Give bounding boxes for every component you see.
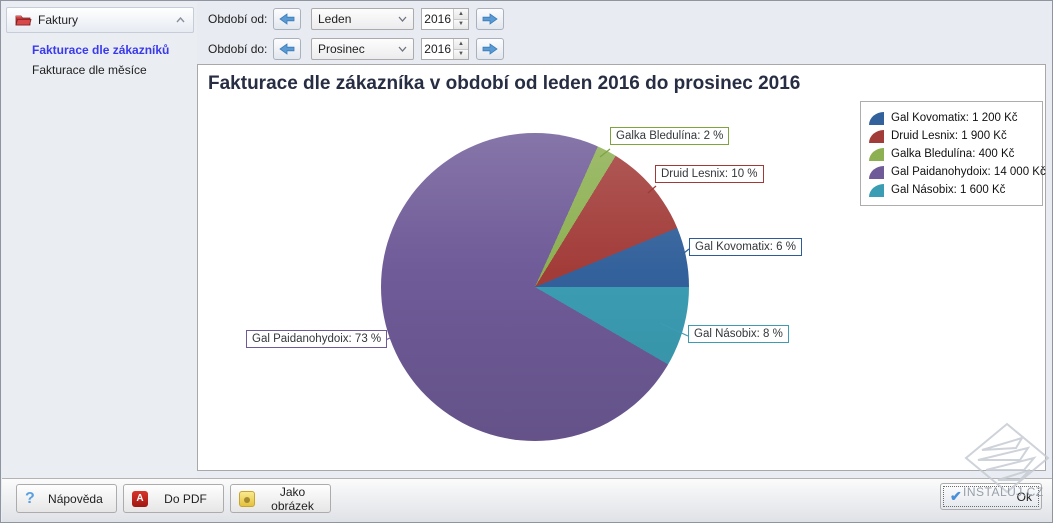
legend-swatch-galka-bledulina <box>869 147 884 161</box>
sidebar-item-fakturace-dle-mesice[interactable]: Fakturace dle měsíce <box>32 63 147 77</box>
callout-gal-kovomatix: Gal Kovomatix: 6 % <box>689 238 802 256</box>
spin-up-icon[interactable]: ▲ <box>454 39 468 50</box>
legend-item: Druid Lesnix: 1 900 Kč <box>869 127 1036 145</box>
month-from-select[interactable]: Leden <box>311 8 414 30</box>
sidebar-items: Fakturace dle zákazníků Fakturace dle mě… <box>2 40 197 80</box>
legend-item: Gal Paidanohydoix: 14 000 Kč <box>869 163 1046 181</box>
month-to-select[interactable]: Prosinec <box>311 38 414 60</box>
chevron-down-icon <box>398 46 407 52</box>
legend-item: Gal Kovomatix: 1 200 Kč <box>869 109 1036 127</box>
sidebar-group-faktury[interactable]: Faktury <box>6 7 194 33</box>
legend-swatch-druid-lesnix <box>869 129 884 143</box>
legend-item: Galka Bledulína: 400 Kč <box>869 145 1036 163</box>
legend-label: Gal Násobix: 1 600 Kč <box>891 184 1006 196</box>
callout-druid-lesnix: Druid Lesnix: 10 % <box>655 165 764 183</box>
legend-swatch-gal-nasobix <box>869 183 884 197</box>
arrow-left-icon <box>279 13 295 25</box>
period-from-label: Období od: <box>208 12 268 26</box>
legend-item: Gal Násobix: 1 600 Kč <box>869 181 1036 199</box>
arrow-right-icon <box>482 13 498 25</box>
ok-button[interactable]: ✔ Ok <box>940 483 1042 510</box>
spin-up-icon[interactable]: ▲ <box>454 9 468 20</box>
image-icon <box>239 490 255 507</box>
period-from-prev-button[interactable] <box>273 8 301 30</box>
callout-gal-nasobix: Gal Násobix: 8 % <box>688 325 789 343</box>
sidebar-item-fakturace-dle-zakazniku[interactable]: Fakturace dle zákazníků <box>32 43 170 57</box>
arrow-right-icon <box>482 43 498 55</box>
checkmark-icon: ✔ <box>950 488 962 504</box>
year-to-spin-buttons: ▲ ▼ <box>453 39 468 59</box>
legend-label: Gal Paidanohydoix: 14 000 Kč <box>891 166 1046 178</box>
callout-gal-paidanohydoix: Gal Paidanohydoix: 73 % <box>246 330 388 348</box>
year-to-value: 2016 <box>424 42 451 56</box>
help-button[interactable]: ? Nápověda <box>16 484 117 513</box>
callout-galka-bledulina: Galka Bledulína: 2 % <box>610 127 730 145</box>
chart-title: Fakturace dle zákazníka v období od lede… <box>208 73 801 94</box>
month-to-value: Prosinec <box>318 42 365 56</box>
legend-label: Gal Kovomatix: 1 200 Kč <box>891 112 1018 124</box>
pie-chart[interactable] <box>381 133 689 441</box>
period-toolbar: Období od: Leden 2016 ▲ ▼ <box>197 2 1052 64</box>
year-to-spinner[interactable]: 2016 ▲ ▼ <box>421 38 469 60</box>
folder-icon <box>15 15 32 26</box>
spin-down-icon[interactable]: ▼ <box>454 19 468 29</box>
question-mark-icon: ? <box>25 489 35 507</box>
spin-down-icon[interactable]: ▼ <box>454 49 468 59</box>
sidebar-group-label: Faktury <box>38 13 79 27</box>
year-from-spin-buttons: ▲ ▼ <box>453 9 468 29</box>
legend-label: Druid Lesnix: 1 900 Kč <box>891 130 1007 142</box>
period-to-next-button[interactable] <box>476 38 504 60</box>
legend-label: Galka Bledulína: 400 Kč <box>891 148 1015 160</box>
legend-swatch-gal-paidanohydoix <box>869 165 884 179</box>
chart-legend: Gal Kovomatix: 1 200 Kč Druid Lesnix: 1 … <box>860 101 1046 206</box>
period-from-next-button[interactable] <box>476 8 504 30</box>
pdf-icon: A <box>132 490 148 507</box>
chart-panel: Fakturace dle zákazníka v období od lede… <box>197 64 1046 471</box>
year-from-spinner[interactable]: 2016 ▲ ▼ <box>421 8 469 30</box>
sidebar: Faktury Fakturace dle zákazníků Fakturac… <box>2 2 197 478</box>
image-button-label: Jako obrázek <box>271 484 314 513</box>
status-bar: ? Nápověda A Do PDF Jako obrázek ✔ Ok <box>2 478 1052 522</box>
ok-button-label: Ok <box>1016 489 1032 504</box>
year-from-value: 2016 <box>424 12 451 26</box>
period-to-label: Období do: <box>208 42 268 56</box>
export-pdf-button[interactable]: A Do PDF <box>123 484 224 513</box>
chevron-up-icon[interactable] <box>176 17 185 23</box>
export-image-button[interactable]: Jako obrázek <box>230 484 331 513</box>
arrow-left-icon <box>279 43 295 55</box>
help-button-label: Nápověda <box>48 491 103 506</box>
legend-swatch-gal-kovomatix <box>869 111 884 125</box>
pdf-button-label: Do PDF <box>164 491 207 506</box>
chevron-down-icon <box>398 16 407 22</box>
period-to-prev-button[interactable] <box>273 38 301 60</box>
month-from-value: Leden <box>318 12 352 26</box>
